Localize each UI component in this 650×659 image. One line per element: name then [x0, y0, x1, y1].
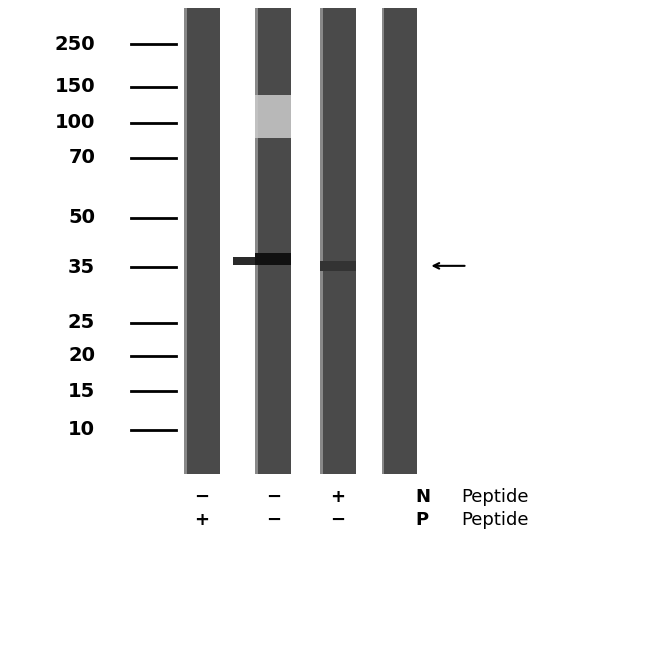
Text: −: − [330, 511, 346, 529]
FancyBboxPatch shape [255, 253, 291, 265]
FancyBboxPatch shape [320, 261, 356, 271]
Text: 100: 100 [55, 113, 96, 132]
Text: −: − [266, 511, 281, 529]
Text: 250: 250 [55, 34, 96, 53]
Text: 70: 70 [68, 148, 96, 167]
FancyBboxPatch shape [184, 8, 187, 474]
FancyBboxPatch shape [184, 8, 220, 474]
Text: Peptide: Peptide [461, 511, 528, 529]
Text: N: N [415, 488, 430, 506]
FancyBboxPatch shape [233, 257, 255, 265]
Text: 25: 25 [68, 314, 96, 332]
FancyBboxPatch shape [320, 8, 323, 474]
Text: 35: 35 [68, 258, 96, 277]
Text: 50: 50 [68, 208, 96, 227]
FancyBboxPatch shape [255, 95, 291, 138]
FancyBboxPatch shape [255, 8, 291, 474]
Text: −: − [194, 488, 209, 506]
Text: Peptide: Peptide [461, 488, 528, 506]
Text: 15: 15 [68, 382, 96, 401]
FancyBboxPatch shape [320, 8, 356, 474]
Text: +: + [330, 488, 345, 506]
FancyBboxPatch shape [255, 8, 258, 474]
FancyBboxPatch shape [382, 8, 417, 474]
Text: −: − [266, 488, 281, 506]
Text: 10: 10 [68, 420, 96, 440]
Text: 150: 150 [55, 77, 96, 96]
Text: +: + [194, 511, 209, 529]
Text: 20: 20 [68, 346, 96, 365]
Text: P: P [415, 511, 429, 529]
FancyBboxPatch shape [382, 8, 384, 474]
